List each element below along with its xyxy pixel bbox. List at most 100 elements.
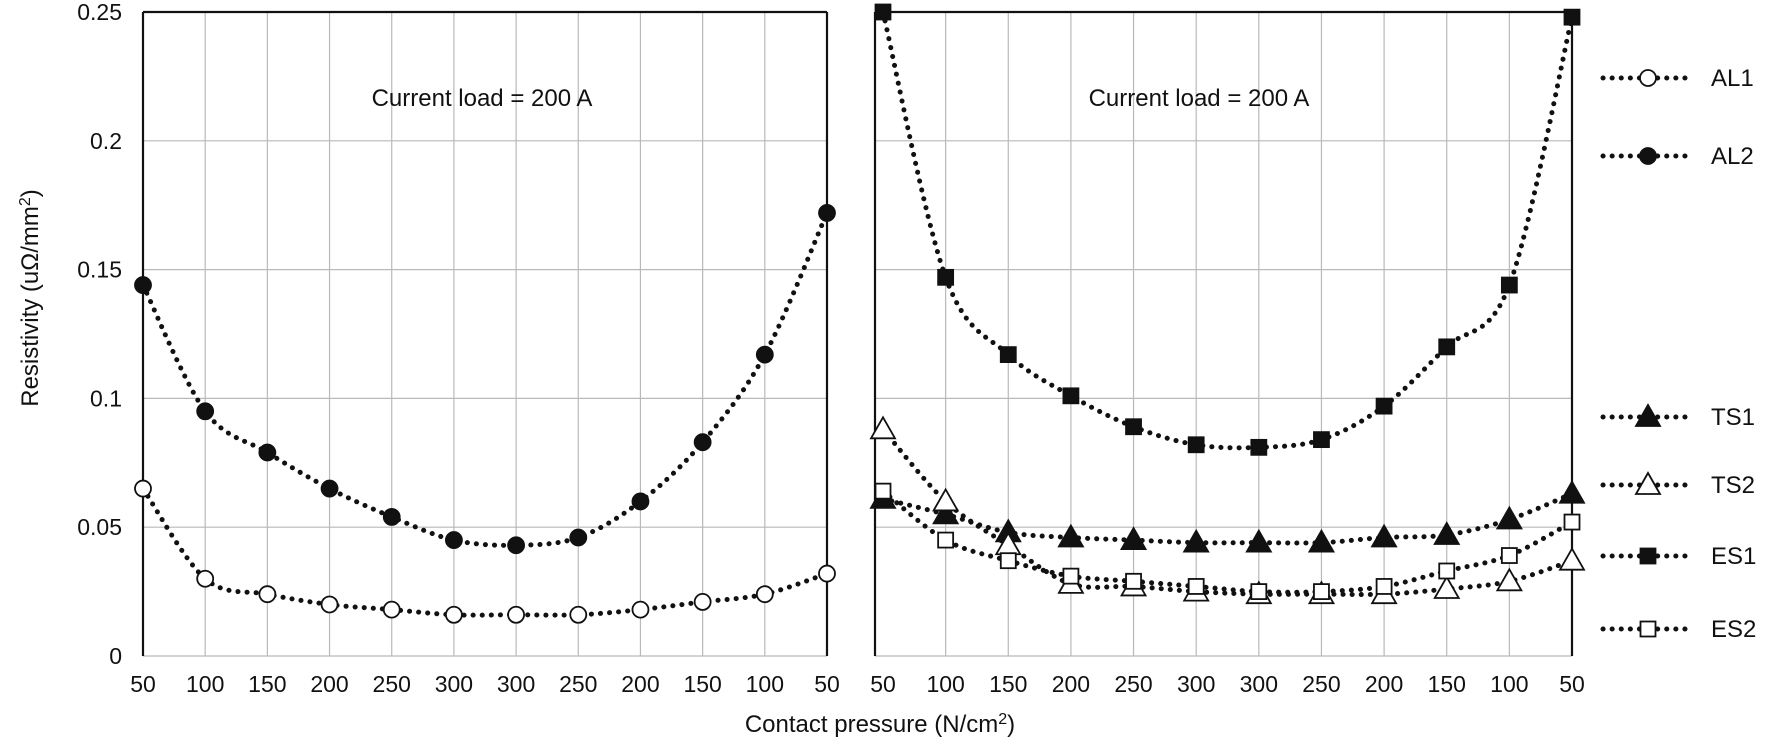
data-point-es1-9 (1438, 338, 1456, 356)
series-line-ts1 (880, 491, 1575, 546)
legend-marker-al2 (1639, 147, 1657, 165)
x-axis-title-text: Contact pressure (N/cm (745, 711, 998, 738)
data-point-es2-10 (1500, 547, 1518, 564)
data-point-ts2-1 (932, 487, 960, 512)
data-point-es1-1 (937, 268, 955, 286)
legend-swatch-al2 (1600, 147, 1696, 165)
series-line-al2 (140, 210, 830, 548)
x-tick-label-panel1-7: 250 (559, 671, 597, 697)
data-point-ts1-6 (1245, 528, 1273, 553)
series-line-es2 (880, 488, 1575, 595)
data-point-es2-5 (1187, 578, 1205, 595)
legend-swatch-ts1 (1600, 403, 1696, 427)
legend-label-ts1: TS1 (1711, 404, 1755, 431)
series-line-es1 (880, 9, 1575, 451)
x-tick-label-panel2-11: 50 (1559, 671, 1585, 697)
data-point-al1-8 (631, 600, 650, 619)
x-tick-label-panel1-10: 100 (746, 671, 784, 697)
x-axis-title: Contact pressure (N/cm2) (745, 711, 1015, 738)
data-point-ts2-9 (1433, 575, 1461, 599)
x-tick-label-panel1-2: 150 (248, 671, 286, 697)
data-point-al2-0 (134, 276, 152, 294)
data-point-al2-11 (818, 204, 836, 222)
data-point-al1-2 (258, 585, 277, 604)
data-point-ts1-7 (1307, 528, 1336, 553)
data-point-al2-10 (755, 345, 774, 364)
legend-entry-al2: AL2 (1600, 143, 1754, 170)
data-point-es2-2 (999, 552, 1017, 570)
data-point-al1-0 (134, 479, 152, 498)
y-tick-label-3: 0.15 (77, 257, 122, 283)
legend-label-al1: AL1 (1711, 65, 1754, 92)
legend-entry-ts1: TS1 (1600, 403, 1755, 431)
data-point-ts2-11 (1558, 546, 1586, 571)
data-point-al2-6 (507, 536, 525, 555)
legend: AL1 AL2 TS1 TS2 ES1 ES2 (1600, 65, 1756, 643)
ticks-layer: 0 0.05 0.1 0.15 0.2 0.25 50 100 150 200 250 300 300 2… (77, 0, 1585, 697)
x-tick-label-panel1-3: 200 (310, 671, 348, 697)
data-point-al2-4 (382, 507, 401, 526)
data-point-al1-7 (569, 605, 588, 624)
y-axis-title-close: ) (17, 189, 44, 197)
y-tick-label-4: 0.2 (90, 128, 122, 154)
x-tick-label-panel2-4: 250 (1114, 671, 1152, 697)
y-tick-label-1: 0.05 (77, 514, 122, 540)
x-tick-label-panel2-7: 250 (1302, 671, 1340, 697)
data-point-al2-1 (196, 402, 215, 421)
legend-marker-ts2 (1634, 471, 1662, 495)
data-point-es1-3 (1062, 387, 1080, 405)
data-point-es2-4 (1125, 572, 1142, 590)
data-point-al1-3 (320, 595, 339, 614)
x-tick-label-panel2-10: 100 (1490, 671, 1528, 697)
data-point-al2-5 (445, 531, 463, 549)
data-point-es1-8 (1375, 397, 1393, 415)
data-point-es2-3 (1062, 567, 1080, 585)
data-point-es1-0 (874, 3, 892, 21)
y-axis-title-text: Resistivity (uΩ/mm (17, 206, 44, 407)
legend-swatch-ts2 (1600, 471, 1696, 495)
data-point-al1-9 (693, 593, 712, 611)
axes-layer (141, 10, 1574, 656)
panel-left-annotation: Current load = 200 A (372, 85, 593, 112)
legend-entry-es2: ES2 (1600, 616, 1756, 643)
legend-swatch-es2 (1600, 620, 1696, 638)
x-tick-label-panel2-2: 150 (989, 671, 1027, 697)
x-tick-label-panel2-1: 100 (926, 671, 964, 697)
data-point-es1-7 (1313, 431, 1330, 449)
series-line-ts2 (880, 426, 1575, 598)
legend-entry-es1: ES1 (1600, 543, 1756, 570)
data-point-al2-9 (693, 433, 712, 452)
data-point-es1-10 (1500, 276, 1518, 294)
data-point-ts1-3 (1057, 523, 1085, 548)
x-tick-label-panel1-6: 300 (497, 671, 535, 697)
data-point-es1-4 (1125, 418, 1142, 436)
data-point-es2-9 (1438, 562, 1456, 580)
data-point-es2-7 (1313, 583, 1330, 600)
data-point-ts2-10 (1495, 567, 1523, 592)
data-point-ts1-1 (932, 500, 960, 525)
x-tick-label-panel2-5: 300 (1177, 671, 1215, 697)
legend-marker-es1 (1639, 547, 1657, 565)
data-point-al1-5 (445, 605, 463, 624)
x-tick-label-panel2-3: 200 (1052, 671, 1090, 697)
data-point-es1-6 (1250, 438, 1268, 456)
legend-label-es1: ES1 (1711, 543, 1756, 570)
x-axis-title-superscript: 2 (998, 711, 1007, 728)
data-point-es2-0 (874, 482, 892, 500)
legend-marker-ts1 (1634, 403, 1662, 427)
grid-layer (143, 11, 1573, 657)
x-tick-label-panel1-5: 300 (435, 671, 473, 697)
x-tick-label-panel2-0: 50 (870, 671, 896, 697)
data-point-al1-6 (507, 605, 525, 624)
data-point-es1-11 (1563, 8, 1581, 26)
x-tick-label-panel1-0: 50 (130, 671, 156, 697)
legend-label-es2: ES2 (1711, 616, 1756, 643)
data-point-ts1-11 (1558, 479, 1586, 504)
legend-entry-al1: AL1 (1600, 65, 1754, 92)
legend-label-al2: AL2 (1711, 143, 1754, 170)
data-point-es2-6 (1250, 583, 1268, 600)
x-tick-label-panel1-1: 100 (186, 671, 224, 697)
x-axis-title-close: ) (1007, 711, 1015, 738)
x-tick-label-panel2-8: 200 (1365, 671, 1403, 697)
